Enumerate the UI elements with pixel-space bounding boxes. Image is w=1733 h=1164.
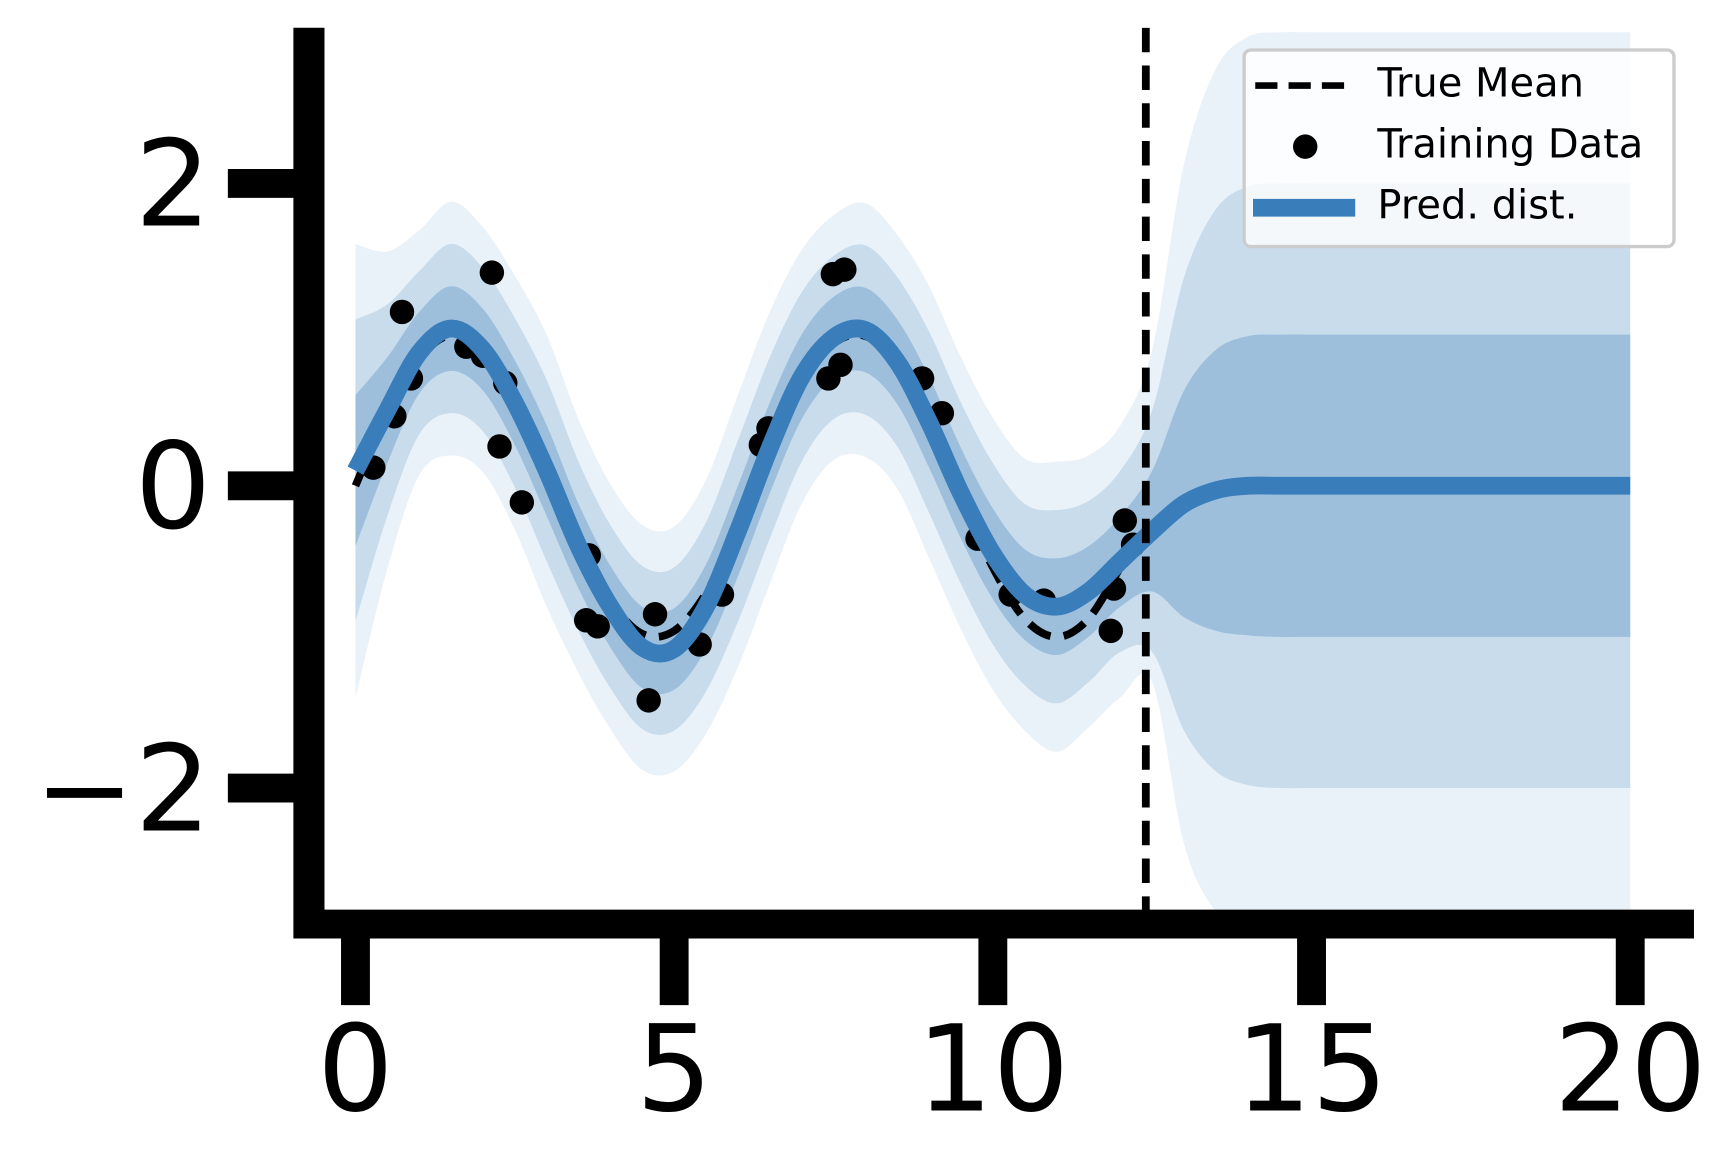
legend-label: True Mean — [1376, 61, 1584, 107]
y-tick-label: 2 — [135, 116, 211, 255]
legend-label: Training Data — [1376, 122, 1643, 168]
training-point — [636, 688, 661, 713]
x-tick-label: 5 — [636, 1001, 712, 1140]
x-tick-label: 0 — [317, 1001, 393, 1140]
y-tick-label: −2 — [34, 720, 211, 859]
legend-label: Pred. dist. — [1377, 183, 1577, 229]
legend: True Mean Training Data Pred. dist. — [1242, 48, 1676, 249]
x-tick-label: 20 — [1554, 1001, 1707, 1140]
plot-area — [347, 27, 1631, 925]
legend-box — [1242, 48, 1676, 249]
training-point — [479, 260, 505, 285]
y-tick-label: 0 — [135, 418, 211, 557]
training-point — [585, 614, 610, 639]
legend-swatch — [1293, 134, 1318, 159]
training-point — [509, 490, 535, 515]
x-tick-label: 15 — [1235, 1001, 1388, 1140]
x-tick-label: 10 — [917, 1001, 1070, 1140]
pred-mean-line — [347, 319, 1631, 663]
training-point — [487, 434, 512, 459]
training-point — [642, 602, 668, 627]
training-point — [832, 257, 857, 282]
training-point — [1098, 618, 1123, 644]
band — [355, 286, 1631, 695]
training-point — [389, 299, 415, 325]
training-point — [1112, 508, 1137, 533]
training-point — [828, 352, 853, 378]
